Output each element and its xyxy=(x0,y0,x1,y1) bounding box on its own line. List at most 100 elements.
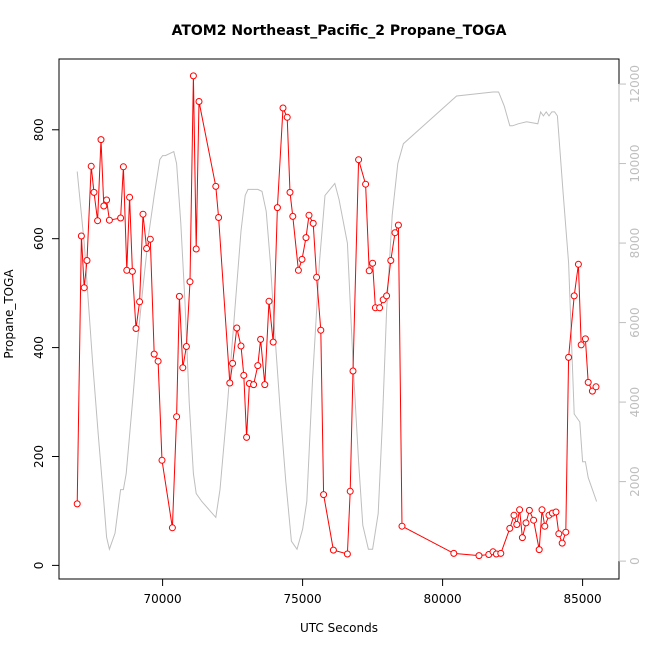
propane-point xyxy=(513,521,521,528)
x-tick-label: 75000 xyxy=(284,592,322,606)
propane-point xyxy=(516,506,524,514)
x-tick-label: 80000 xyxy=(424,592,462,606)
propane-point xyxy=(240,371,248,379)
propane-point xyxy=(552,508,560,516)
propane-point xyxy=(376,304,384,312)
propane-point xyxy=(139,210,147,218)
propane-point xyxy=(243,433,251,441)
propane-point xyxy=(305,211,313,219)
propane-point xyxy=(215,214,223,221)
y2-tick-label: 10000 xyxy=(628,144,642,182)
propane-point xyxy=(175,292,183,300)
propane-point xyxy=(365,267,373,275)
chart-title: ATOM2 Northeast_Pacific_2 Propane_TOGA xyxy=(172,23,507,39)
propane-point xyxy=(510,511,518,519)
propane-point xyxy=(320,491,328,499)
propane-point xyxy=(383,292,391,300)
propane-point xyxy=(117,214,125,222)
propane-point xyxy=(250,381,258,389)
propane-point xyxy=(286,188,294,196)
propane-point xyxy=(541,522,549,530)
propane-point xyxy=(289,212,297,220)
y2-tick-label: 0 xyxy=(628,557,642,565)
altitude-series xyxy=(76,91,598,551)
propane-point xyxy=(254,362,262,370)
propane-point xyxy=(522,519,530,527)
propane-point xyxy=(182,343,190,350)
propane-point xyxy=(394,221,402,229)
propane-point xyxy=(100,202,108,210)
propane-point xyxy=(195,98,203,105)
propane-point xyxy=(346,487,354,495)
propane-point xyxy=(94,217,102,225)
propane-point xyxy=(186,278,194,286)
propane-point xyxy=(233,324,241,332)
y-tick-label: 200 xyxy=(32,445,46,468)
propane-point xyxy=(80,284,88,292)
propane-point xyxy=(173,413,181,421)
propane-point xyxy=(584,378,592,386)
propane-point xyxy=(136,298,144,306)
propane-point xyxy=(450,549,458,557)
x-axis-label: UTC Seconds xyxy=(300,621,378,635)
propane-point xyxy=(237,342,245,350)
propane-line xyxy=(76,75,597,557)
propane-point xyxy=(518,534,526,542)
propane-point xyxy=(570,292,578,300)
x-axis: 70000 75000 80000 85000 xyxy=(144,578,602,606)
propane-point xyxy=(581,335,589,343)
propane-point xyxy=(90,188,98,196)
propane-point xyxy=(302,234,310,242)
propane-point xyxy=(143,245,151,252)
propane-point xyxy=(77,232,85,240)
propane-point xyxy=(168,524,176,532)
propane-point xyxy=(298,255,306,263)
propane-point xyxy=(555,530,563,538)
propane-point xyxy=(179,364,187,372)
propane-point xyxy=(398,522,406,530)
y-axis-label: Propane_TOGA xyxy=(2,269,16,359)
y-tick-label: 400 xyxy=(32,336,46,359)
propane-point xyxy=(387,257,395,264)
y-axis-left: 0 200 400 600 800 xyxy=(32,118,60,570)
propane-point xyxy=(97,136,105,144)
propane-point xyxy=(128,267,136,275)
propane-point xyxy=(329,546,337,554)
propane-point xyxy=(269,338,277,346)
y2-tick-label: 6000 xyxy=(628,307,642,338)
propane-point xyxy=(562,528,570,536)
propane-point xyxy=(349,367,357,375)
propane-point xyxy=(506,524,514,532)
propane-point xyxy=(592,383,600,391)
propane-point xyxy=(558,539,566,547)
propane-point xyxy=(192,245,200,253)
propane-point xyxy=(535,546,543,554)
propane-point xyxy=(119,163,127,171)
propane-point xyxy=(257,335,265,343)
y2-tick-label: 12000 xyxy=(628,65,642,103)
y2-tick-label: 8000 xyxy=(628,228,642,259)
propane-point xyxy=(261,381,269,389)
propane-point xyxy=(525,506,533,514)
propane-point xyxy=(362,180,370,188)
y-tick-label: 0 xyxy=(32,562,46,570)
propane-point xyxy=(577,341,585,349)
propane-point xyxy=(265,297,273,305)
propane-point xyxy=(317,326,325,334)
propane-point xyxy=(273,204,281,212)
y2-tick-label: 2000 xyxy=(628,466,642,497)
propane-point xyxy=(538,506,546,514)
propane-point xyxy=(105,216,113,224)
y-tick-label: 800 xyxy=(32,118,46,141)
plot-frame xyxy=(58,58,620,580)
x-tick-label: 70000 xyxy=(144,592,182,606)
propane-series xyxy=(73,72,600,560)
propane-point xyxy=(103,196,111,204)
propane-point xyxy=(146,235,154,243)
y2-tick-label: 4000 xyxy=(628,387,642,418)
propane-point xyxy=(154,357,162,365)
propane-point xyxy=(212,182,220,190)
propane-point xyxy=(574,260,582,268)
y-tick-label: 600 xyxy=(32,227,46,250)
